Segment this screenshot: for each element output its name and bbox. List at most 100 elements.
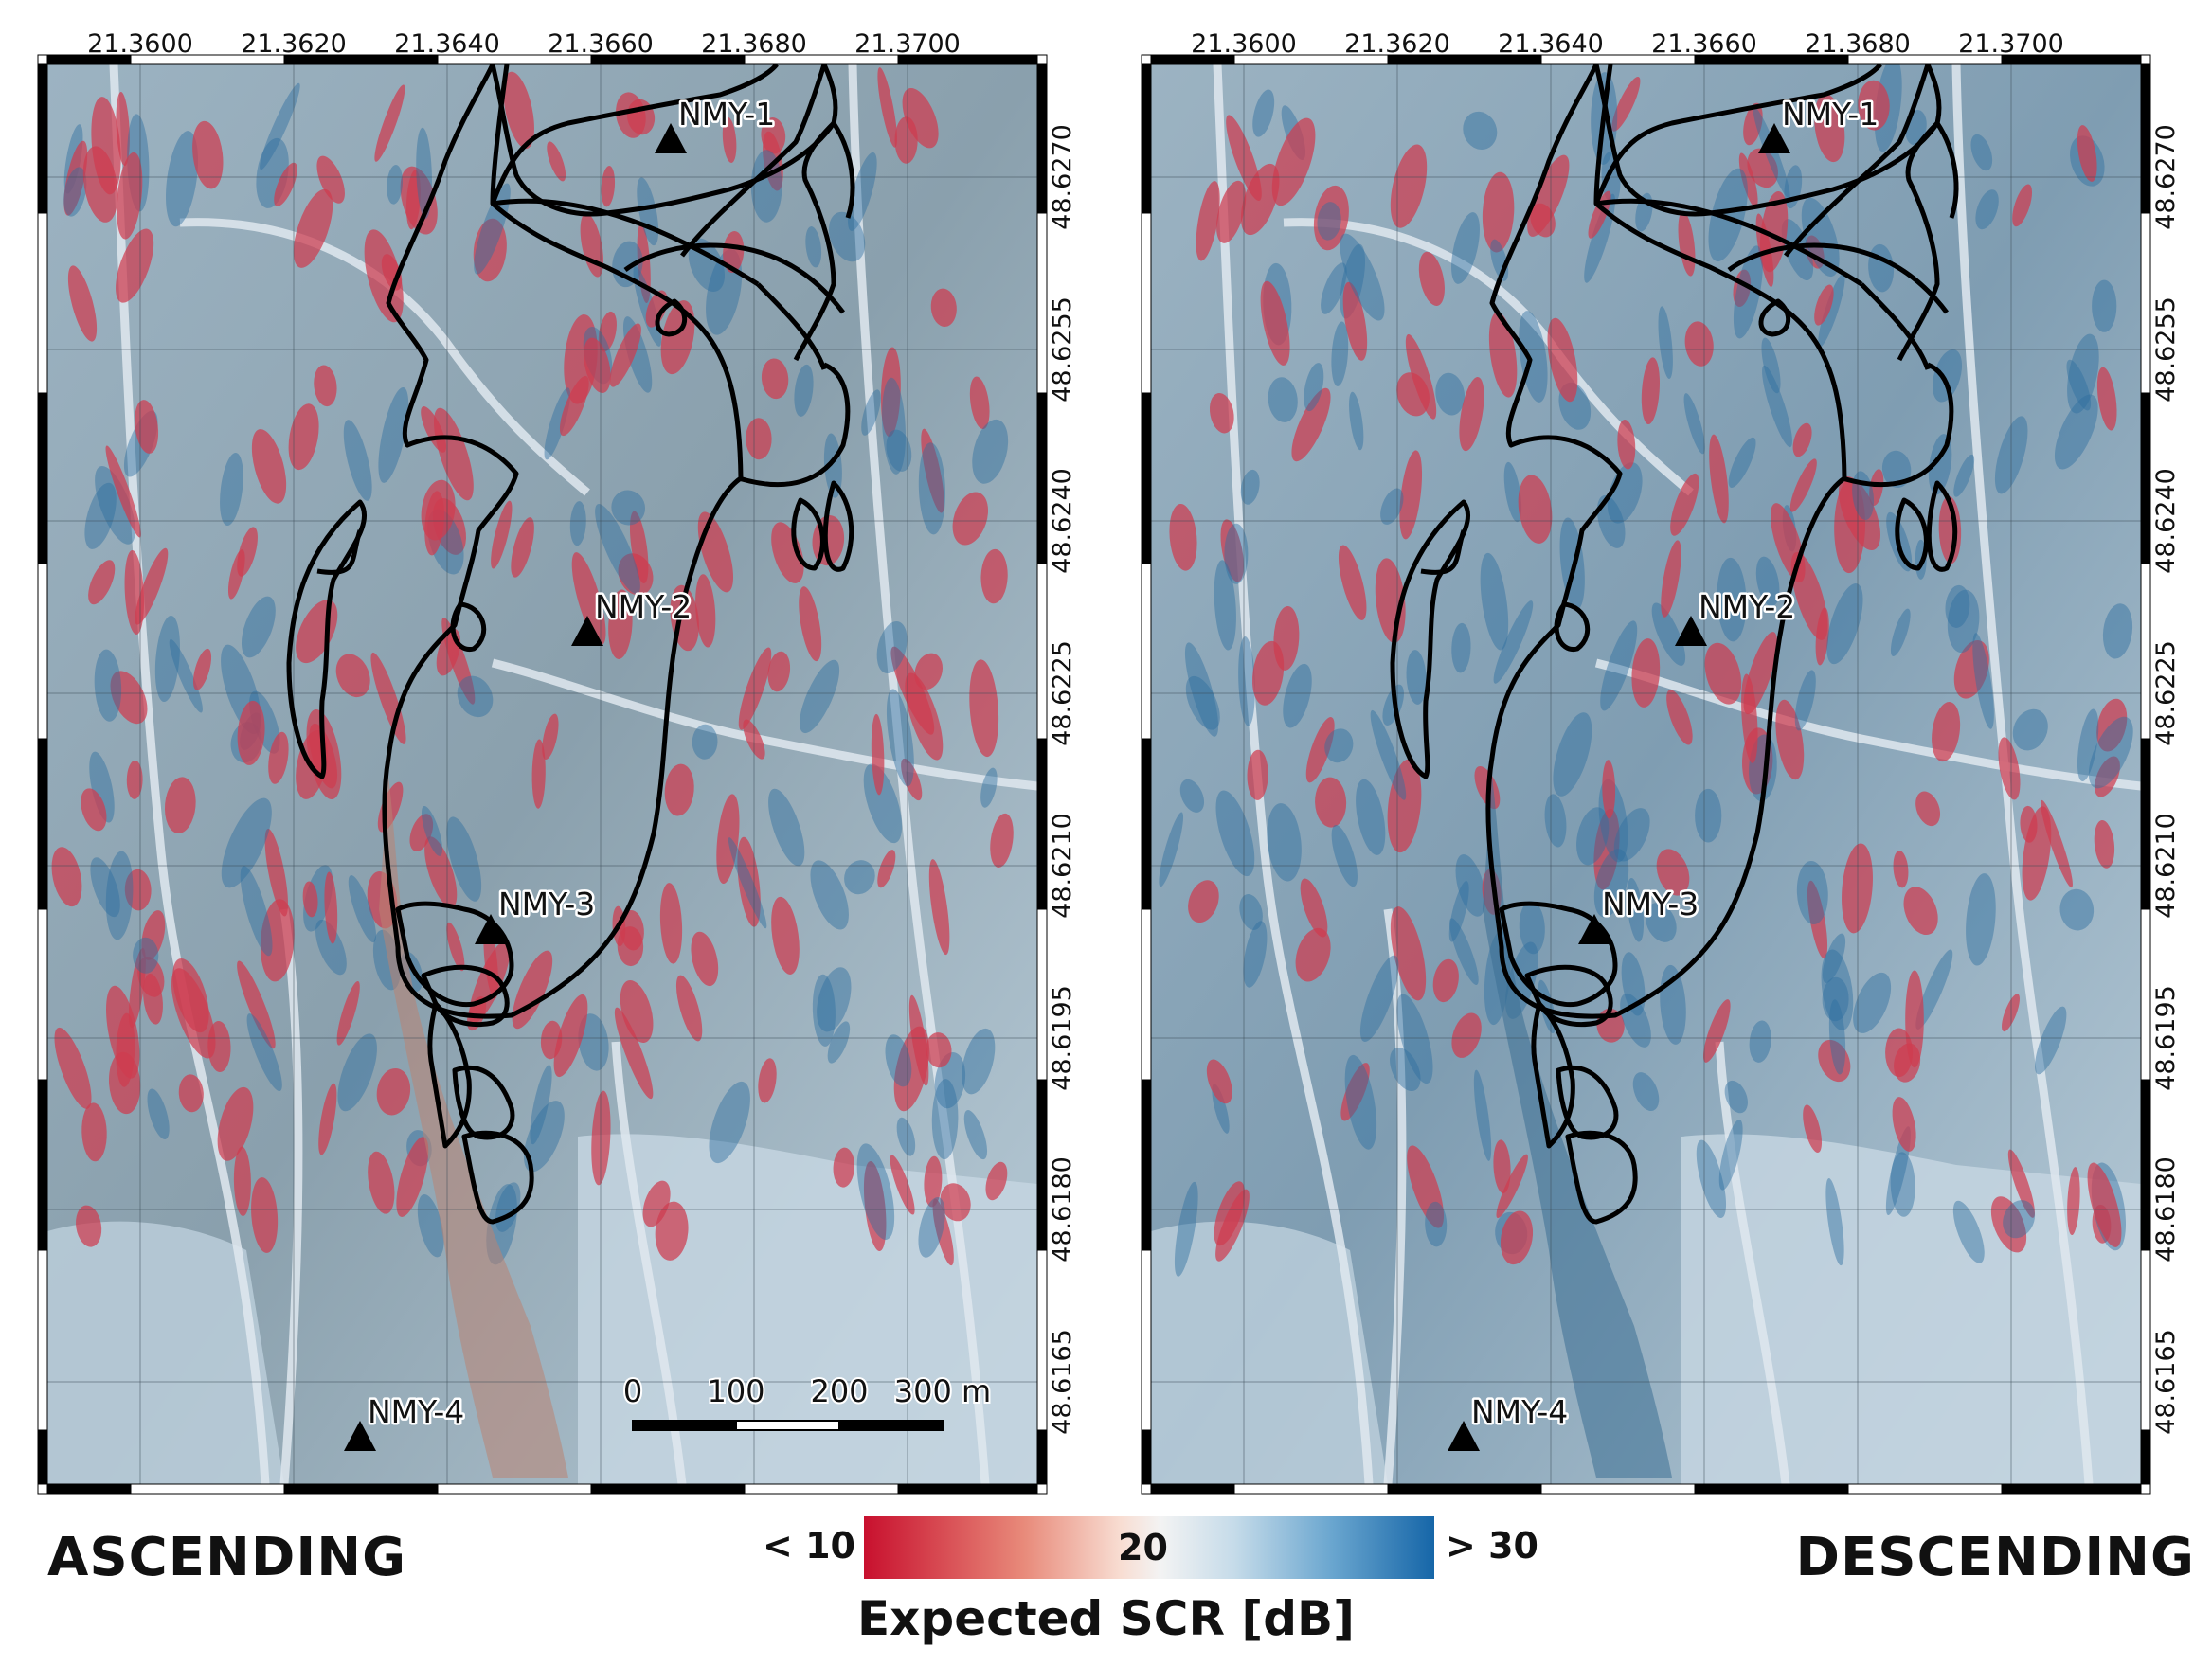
asc-building-scr [880,347,901,438]
asc-landslide-outline [421,964,510,1028]
desc-lon-tick-label: 21.3640 [1498,29,1604,59]
asc-building-scr [336,980,360,1046]
desc-building-scr [1890,608,1911,656]
desc-building-scr [2096,367,2117,431]
desc-lat-tick-label: 48.6255 [2151,296,2181,403]
desc-building-scr [1356,779,1386,855]
desc-building-scr [1216,180,1247,243]
asc-building-scr [571,552,606,645]
desc-building-scr [1267,803,1302,882]
asc-building-scr [564,314,598,404]
asc-building-scr [54,1027,92,1109]
desc-building-scr [1576,807,1610,866]
asc-building-scr [324,871,338,944]
asc-building-scr [169,638,203,713]
asc-slope-texture [379,777,568,1478]
asc-frame-segment [590,1483,746,1495]
asc-building-scr [376,1067,411,1116]
desc-station-label: NMY-3 [1602,886,1699,923]
desc-building-scr [1220,519,1244,582]
desc-building-scr [1455,854,1486,917]
desc-landslide-outline [1895,497,1929,571]
desc-building-scr [1206,1059,1232,1104]
desc-landslide-outline [1565,1130,1638,1225]
desc-building-scr [1724,1080,1748,1114]
desc-building-scr [2077,125,2097,182]
colorbar-title: Expected SCR [dB] [857,1591,1355,1646]
desc-road [1715,1041,1790,1485]
asc-building-scr [374,84,405,162]
asc-building-scr [81,788,107,832]
desc-building-scr [1825,1178,1844,1266]
desc-building-scr [1553,712,1592,797]
asc-building-scr [63,140,88,216]
asc-building-scr [738,647,772,730]
asc-building-scr [908,994,929,1086]
desc-landslide-outline [1593,63,1882,205]
asc-building-scr [559,375,589,437]
asc-building-scr [901,758,923,801]
asc-building-scr [241,596,276,658]
asc-building-scr [856,1143,895,1240]
desc-building-scr [1762,365,1792,448]
desc-building-scr [1814,284,1834,326]
desc-building-scr [1869,469,1884,506]
desc-landslide-outline [1556,1065,1619,1140]
desc-lon-tick-label: 21.3660 [1651,29,1757,59]
desc-lat-tick-label: 48.6240 [2151,468,2181,574]
asc-building-scr [316,155,345,204]
desc-building-scr [1342,281,1368,361]
asc-building-scr [928,859,950,956]
desc-building-scr [1407,1145,1445,1228]
desc-building-scr [1903,887,1938,936]
asc-station-marker [655,123,687,153]
desc-building-scr [1432,958,1459,1003]
desc-building-scr [1459,377,1484,452]
desc-building-scr [2094,820,2115,869]
desc-building-scr [1418,251,1445,306]
asc-field-area [578,1134,1037,1484]
desc-building-scr [1480,552,1509,651]
desc-building-scr [1733,245,1763,339]
desc-lat-tick-label: 48.6195 [2151,985,2181,1091]
desc-building-scr [2067,333,2099,414]
asc-station-marker [344,1421,376,1451]
asc-building-scr [81,1102,107,1162]
asc-lat-tick-label: 48.6270 [1048,124,1077,230]
asc-building-scr [886,429,912,472]
asc-building-scr [695,574,716,648]
desc-landslide-outline [1860,282,1931,370]
asc-building-scr [924,1155,943,1208]
asc-building-scr [237,527,258,577]
asc-landslide-outline [395,901,514,1008]
asc-building-scr [405,170,421,230]
asc-building-scr [871,713,885,796]
desc-building-scr [1801,197,1840,278]
desc-building-scr [1159,812,1184,887]
descending-title: DESCENDING [1795,1527,2195,1588]
asc-building-scr [737,836,761,927]
asc-frame-segment [1036,908,1048,1081]
asc-building-scr [877,850,896,888]
asc-building-scr [76,1205,102,1247]
desc-building-scr [1858,80,1890,131]
desc-building-scr [1915,791,1941,827]
asc-landslide-outline [623,242,845,314]
desc-building-scr [1822,933,1846,983]
asc-building-scr [90,857,120,918]
asc-building-scr [91,97,121,195]
desc-building-scr [2059,888,2095,931]
desc-building-scr [1493,1139,1511,1193]
desc-building-scr [1792,422,1812,457]
asc-building-scr [985,1161,1008,1201]
desc-building-scr [1998,737,2021,800]
scale-bar-label: 0 [623,1373,642,1409]
desc-building-scr [1493,600,1534,684]
desc-building-scr [1641,357,1661,425]
desc-building-scr [1803,1104,1823,1153]
desc-building-scr [1775,699,1805,780]
desc-building-scr [1790,551,1828,640]
asc-building-scr [165,131,199,227]
desc-building-scr [1683,393,1705,455]
desc-building-scr [1627,878,1645,942]
